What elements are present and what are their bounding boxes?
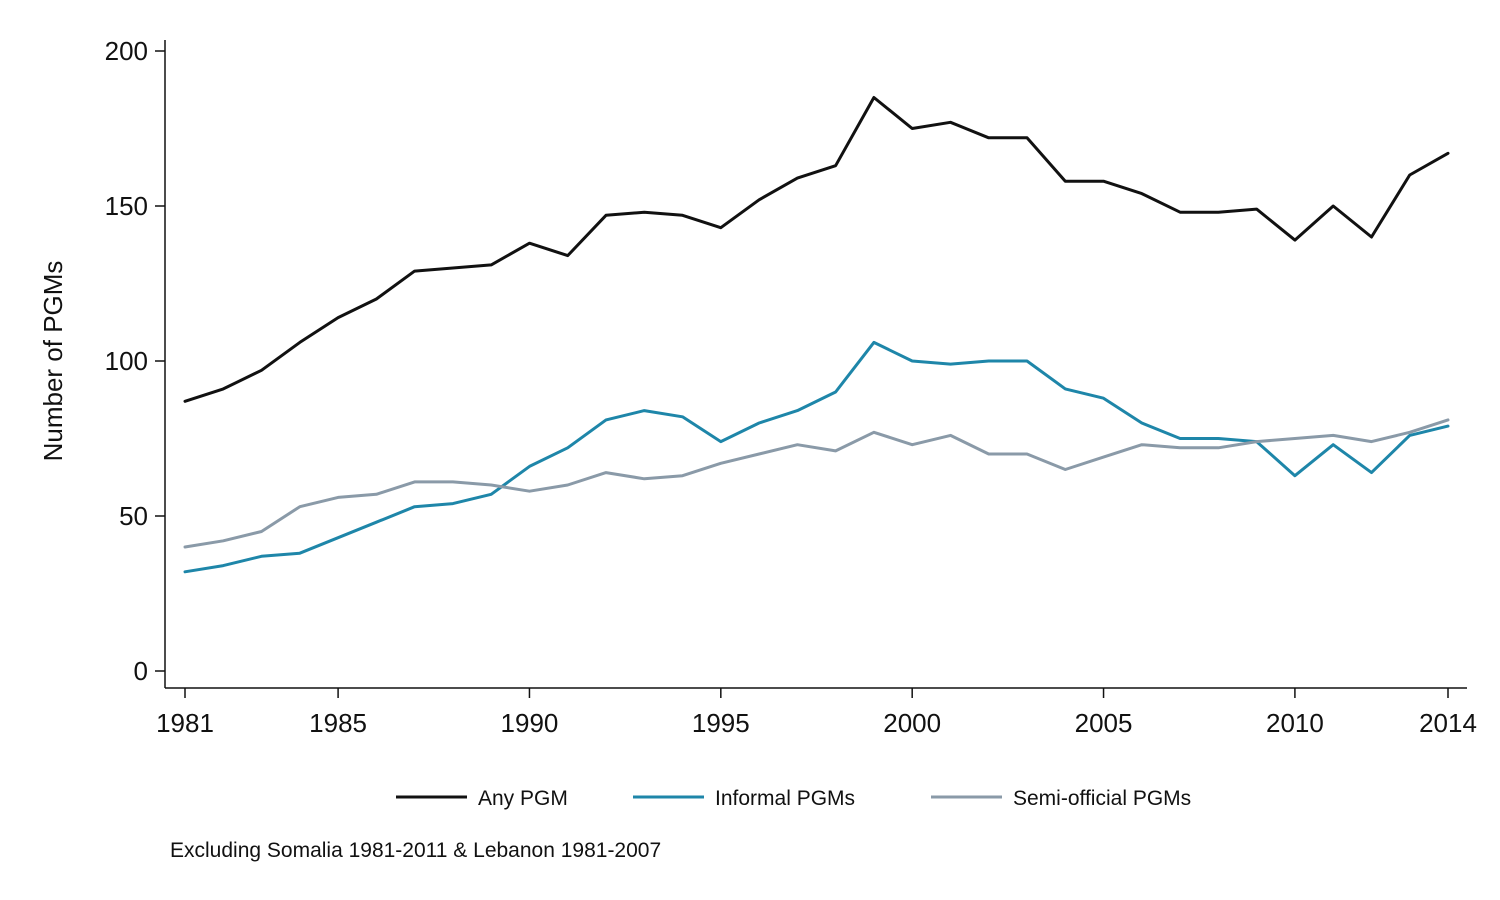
x-tick-label: 2010 [1266, 708, 1324, 738]
series-line-any-pgm [183, 96, 1450, 403]
x-tick-label: 2014 [1419, 708, 1477, 738]
y-tick-label: 150 [105, 191, 148, 221]
series-layer [183, 96, 1450, 574]
x-tick-label: 2005 [1075, 708, 1133, 738]
legend-label: Any PGM [478, 787, 568, 810]
y-ticks: 0 50 100 150 200 [105, 36, 165, 686]
y-tick-label: 200 [105, 36, 148, 66]
legend-item-semi-official-pgms: Semi-official PGMs [931, 787, 1191, 810]
y-axis-title: Number of PGMs [38, 261, 68, 462]
y-tick-label: 100 [105, 346, 148, 376]
footnote: Excluding Somalia 1981-2011 & Lebanon 19… [170, 839, 661, 862]
series-line-informal-pgms [183, 340, 1450, 574]
x-tick-label: 1990 [501, 708, 559, 738]
x-tick-label: 1981 [156, 708, 214, 738]
x-tick-label: 2000 [883, 708, 941, 738]
x-axis: 1981 1985 1990 1995 2000 2005 2010 2014 [156, 687, 1477, 738]
y-tick-label: 50 [119, 501, 148, 531]
legend: Any PGM Informal PGMs Semi-official PGMs [396, 787, 1191, 810]
x-tick-label: 1985 [309, 708, 367, 738]
x-tick-label: 1995 [692, 708, 750, 738]
y-axis: 0 50 100 150 200 [105, 36, 166, 688]
legend-label: Informal PGMs [715, 787, 855, 810]
x-ticks: 1981 1985 1990 1995 2000 2005 2010 2014 [156, 688, 1477, 738]
y-tick-label: 0 [134, 656, 148, 686]
series-line-semi-official-pgms [183, 418, 1450, 549]
legend-label: Semi-official PGMs [1013, 787, 1191, 810]
legend-item-informal-pgms: Informal PGMs [633, 787, 855, 810]
legend-item-any-pgm: Any PGM [396, 787, 568, 810]
